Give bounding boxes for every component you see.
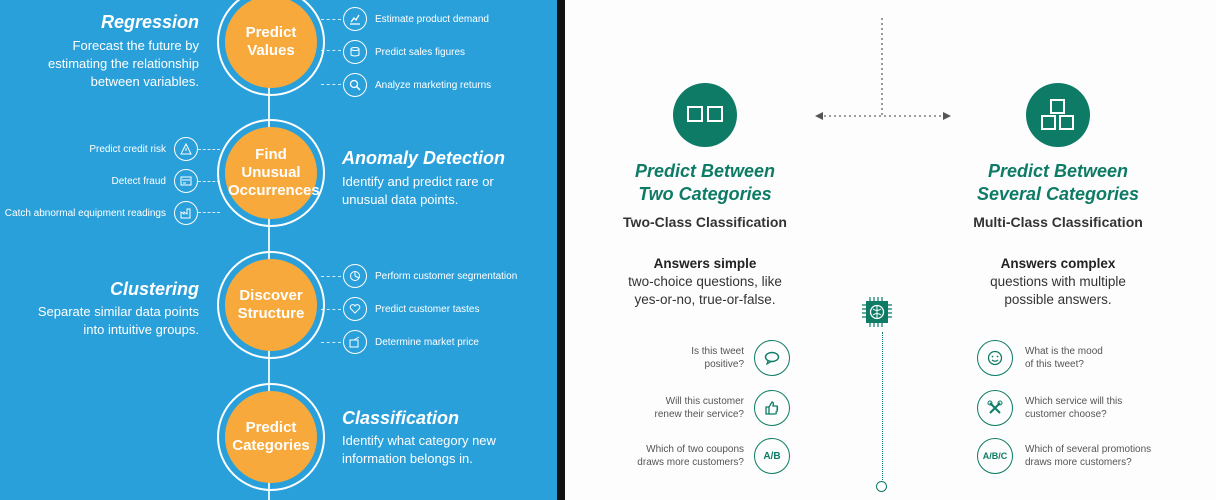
warning-icon [174,137,198,161]
smiley-icon [977,340,1013,376]
clustering-description: Separate similar data points into intuit… [37,304,199,337]
list-item: Will this customer renew their service? [655,390,790,426]
thumbs-up-icon [754,390,790,426]
magnifier-icon [343,73,367,97]
list-item: Predict credit risk [89,137,198,161]
classification-description: Identify what category new information b… [342,433,496,466]
multi-class-answers: Answers complex questions with multiple … [990,256,1126,307]
list-item: Catch abnormal equipment readings [5,201,198,225]
abc-icon: A/B/C [977,438,1013,474]
discover-structure-circle: Discover Structure [217,251,325,359]
ml-algorithm-overview-panel: Predict Values Regression Forecast the f… [0,0,557,500]
predict-values-circle: Predict Values [217,0,325,96]
ab-icon: A/B [754,438,790,474]
factory-icon [174,201,198,225]
several-categories-icon [1026,83,1090,147]
list-item: Perform customer segmentation [343,264,517,288]
predict-categories-circle: Predict Categories [217,383,325,491]
list-item: A/B/C Which of several promotions draws m… [977,438,1151,474]
regression-title: Regression [100,12,199,32]
chart-icon [343,7,367,31]
list-item: Determine market price [343,330,479,354]
list-item: Analyze marketing returns [343,73,491,97]
list-item: Predict customer tastes [343,297,479,321]
find-unusual-circle: Find Unusual Occurrences [217,119,325,227]
classification-comparison-panel: Predict Between Two Categories Two-Class… [565,0,1216,500]
anomaly-detection-description: Identify and predict rare or unusual dat… [342,174,494,207]
discover-structure-label: Discover Structure [237,287,305,322]
several-categories-title: Predict Between Several Categories [976,161,1140,204]
vertical-connector-line [268,0,270,500]
connector-arrows [815,18,951,120]
list-item: What is the mood of this tweet? [977,340,1103,376]
list-item: Is this tweet positive? [691,340,790,376]
panel-divider [557,0,565,500]
predict-categories-label: Predict Categories [232,419,310,454]
segment-icon [343,264,367,288]
predict-values-label: Predict Values [245,24,297,59]
card-icon [174,169,198,193]
speech-bubble-icon [754,340,790,376]
classification-title: Classification [342,408,460,428]
center-dotted-line [882,332,883,480]
find-unusual-label: Find Unusual Occurrences [228,146,320,199]
line-end-dot [876,481,887,492]
clustering-title: Clustering [109,279,199,299]
heart-icon [343,297,367,321]
two-categories-title: Predict Between Two Categories [634,161,776,204]
coins-icon [343,40,367,64]
list-item: Which service will this customer choose? [977,390,1122,426]
two-class-answers: Answers simple two-choice questions, lik… [628,256,782,307]
price-icon [343,330,367,354]
two-categories-icon [673,83,737,147]
tools-icon [977,390,1013,426]
multi-class-subtitle: Multi-Class Classification [973,214,1143,230]
two-class-subtitle: Two-Class Classification [623,214,787,230]
list-item: Detect fraud [112,169,198,193]
regression-description: Forecast the future by estimating the re… [47,38,199,89]
anomaly-detection-title: Anomaly Detection [342,148,506,168]
list-item: Estimate product demand [343,7,489,31]
list-item: Which of two coupons draws more customers… [637,438,790,474]
list-item: Predict sales figures [343,40,465,64]
ai-chip-icon [861,296,893,333]
